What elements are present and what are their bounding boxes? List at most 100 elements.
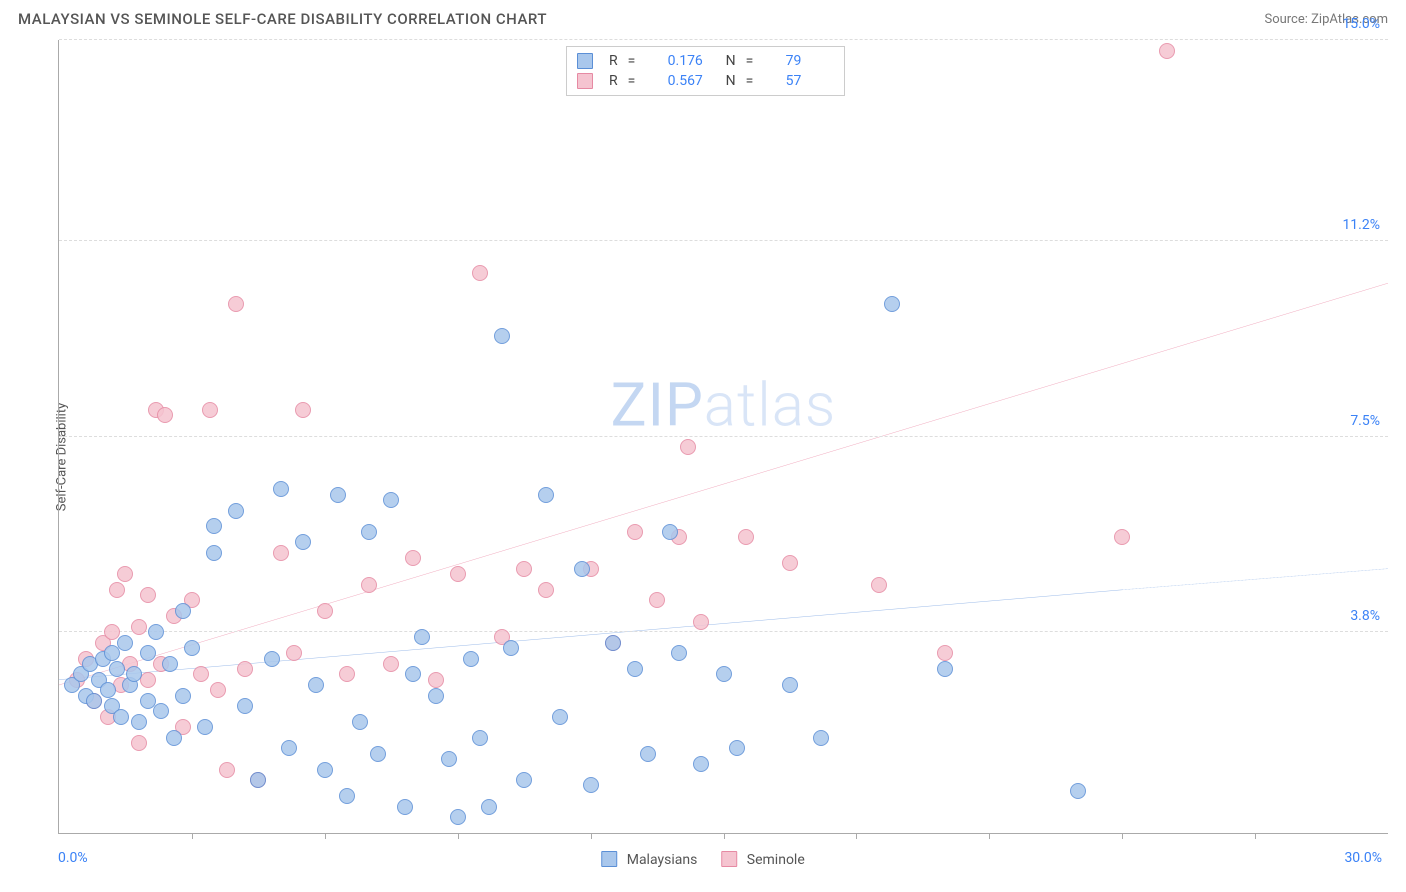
scatter-point-series1 <box>148 624 164 640</box>
scatter-point-series2 <box>871 577 887 593</box>
scatter-point-series1 <box>104 645 120 661</box>
stats-series1-r: 0.176 <box>668 53 716 69</box>
trend-lines-layer <box>59 40 1388 833</box>
scatter-point-series2 <box>405 550 421 566</box>
scatter-point-series1 <box>153 703 169 719</box>
watermark-bold: ZIP <box>611 369 704 440</box>
scatter-point-series1 <box>538 487 554 503</box>
scatter-point-series2 <box>339 666 355 682</box>
scatter-point-series1 <box>503 640 519 656</box>
scatter-point-series1 <box>494 328 510 344</box>
scatter-point-series1 <box>463 651 479 667</box>
scatter-point-series1 <box>308 677 324 693</box>
stats-eq: = <box>628 53 658 69</box>
scatter-point-series1 <box>716 666 732 682</box>
scatter-point-series1 <box>1070 783 1086 799</box>
scatter-point-series1 <box>162 656 178 672</box>
x-tick <box>458 833 459 839</box>
scatter-point-series1 <box>237 698 253 714</box>
scatter-point-series1 <box>250 772 266 788</box>
legend-item-series2: Seminole <box>721 851 804 868</box>
scatter-point-series1 <box>574 561 590 577</box>
scatter-point-series2 <box>428 672 444 688</box>
scatter-point-series1 <box>175 688 191 704</box>
stats-r-label: R <box>609 73 618 89</box>
scatter-point-series1 <box>671 645 687 661</box>
scatter-point-series1 <box>264 651 280 667</box>
gridline <box>59 39 1388 40</box>
trend-line <box>59 283 1388 685</box>
legend-item-series1: Malaysians <box>601 851 697 868</box>
scatter-point-series2 <box>317 603 333 619</box>
scatter-point-series2 <box>228 296 244 312</box>
scatter-point-series1 <box>131 714 147 730</box>
stats-eq: = <box>746 53 776 69</box>
y-tick-label: 15.0% <box>1342 16 1380 32</box>
scatter-point-series2 <box>649 592 665 608</box>
scatter-point-series1 <box>86 693 102 709</box>
scatter-point-series2 <box>738 529 754 545</box>
scatter-point-series2 <box>450 566 466 582</box>
scatter-point-series1 <box>206 545 222 561</box>
x-tick <box>1255 833 1256 839</box>
scatter-point-series1 <box>383 492 399 508</box>
scatter-point-series1 <box>100 682 116 698</box>
scatter-point-series1 <box>693 756 709 772</box>
scatter-point-series2 <box>273 545 289 561</box>
chart-header: MALAYSIAN VS SEMINOLE SELF-CARE DISABILI… <box>0 0 1406 34</box>
scatter-point-series2 <box>131 619 147 635</box>
scatter-point-series1 <box>140 645 156 661</box>
scatter-point-series2 <box>516 561 532 577</box>
y-tick-label: 11.2% <box>1342 217 1380 233</box>
trend-line <box>1122 569 1388 590</box>
scatter-point-series2 <box>109 582 125 598</box>
scatter-point-series2 <box>237 661 253 677</box>
scatter-point-series2 <box>193 666 209 682</box>
x-tick <box>856 833 857 839</box>
scatter-point-series1 <box>166 730 182 746</box>
scatter-point-series1 <box>281 740 297 756</box>
x-tick <box>989 833 990 839</box>
scatter-point-series1 <box>126 666 142 682</box>
scatter-point-series1 <box>397 799 413 815</box>
scatter-point-series1 <box>414 629 430 645</box>
scatter-point-series1 <box>405 666 421 682</box>
x-min-label: 0.0% <box>58 850 88 866</box>
x-max-label: 30.0% <box>1344 850 1382 866</box>
scatter-point-series2 <box>286 645 302 661</box>
scatter-point-series1 <box>662 524 678 540</box>
scatter-point-series2 <box>295 402 311 418</box>
scatter-point-series1 <box>117 635 133 651</box>
scatter-point-series2 <box>157 407 173 423</box>
scatter-point-series1 <box>273 481 289 497</box>
stats-row-series2: R = 0.567 N = 57 <box>577 71 834 91</box>
stats-r-label: R <box>609 53 618 69</box>
scatter-point-series2 <box>117 566 133 582</box>
stats-n-label: N <box>726 73 736 89</box>
chart-container: Self-Care Disability ZIPatlas 3.8%7.5%11… <box>18 40 1388 874</box>
x-tick <box>192 833 193 839</box>
scatter-point-series2 <box>693 614 709 630</box>
scatter-point-series2 <box>1159 43 1175 59</box>
scatter-point-series1 <box>884 296 900 312</box>
scatter-point-series2 <box>680 439 696 455</box>
scatter-point-series1 <box>552 709 568 725</box>
stats-series2-n: 57 <box>786 73 834 89</box>
scatter-point-series2 <box>383 656 399 672</box>
stats-n-label: N <box>726 53 736 69</box>
scatter-point-series2 <box>202 402 218 418</box>
x-tick <box>724 833 725 839</box>
scatter-point-series1 <box>197 719 213 735</box>
scatter-point-series2 <box>782 555 798 571</box>
stats-row-series1: R = 0.176 N = 79 <box>577 51 834 71</box>
swatch-series2 <box>577 73 593 89</box>
y-tick-label: 3.8% <box>1350 608 1380 624</box>
x-tick <box>325 833 326 839</box>
y-tick-label: 7.5% <box>1350 413 1380 429</box>
stats-series1-n: 79 <box>786 53 834 69</box>
scatter-point-series1 <box>228 503 244 519</box>
scatter-point-series1 <box>428 688 444 704</box>
scatter-point-series1 <box>813 730 829 746</box>
scatter-point-series1 <box>184 640 200 656</box>
scatter-point-series1 <box>175 603 191 619</box>
